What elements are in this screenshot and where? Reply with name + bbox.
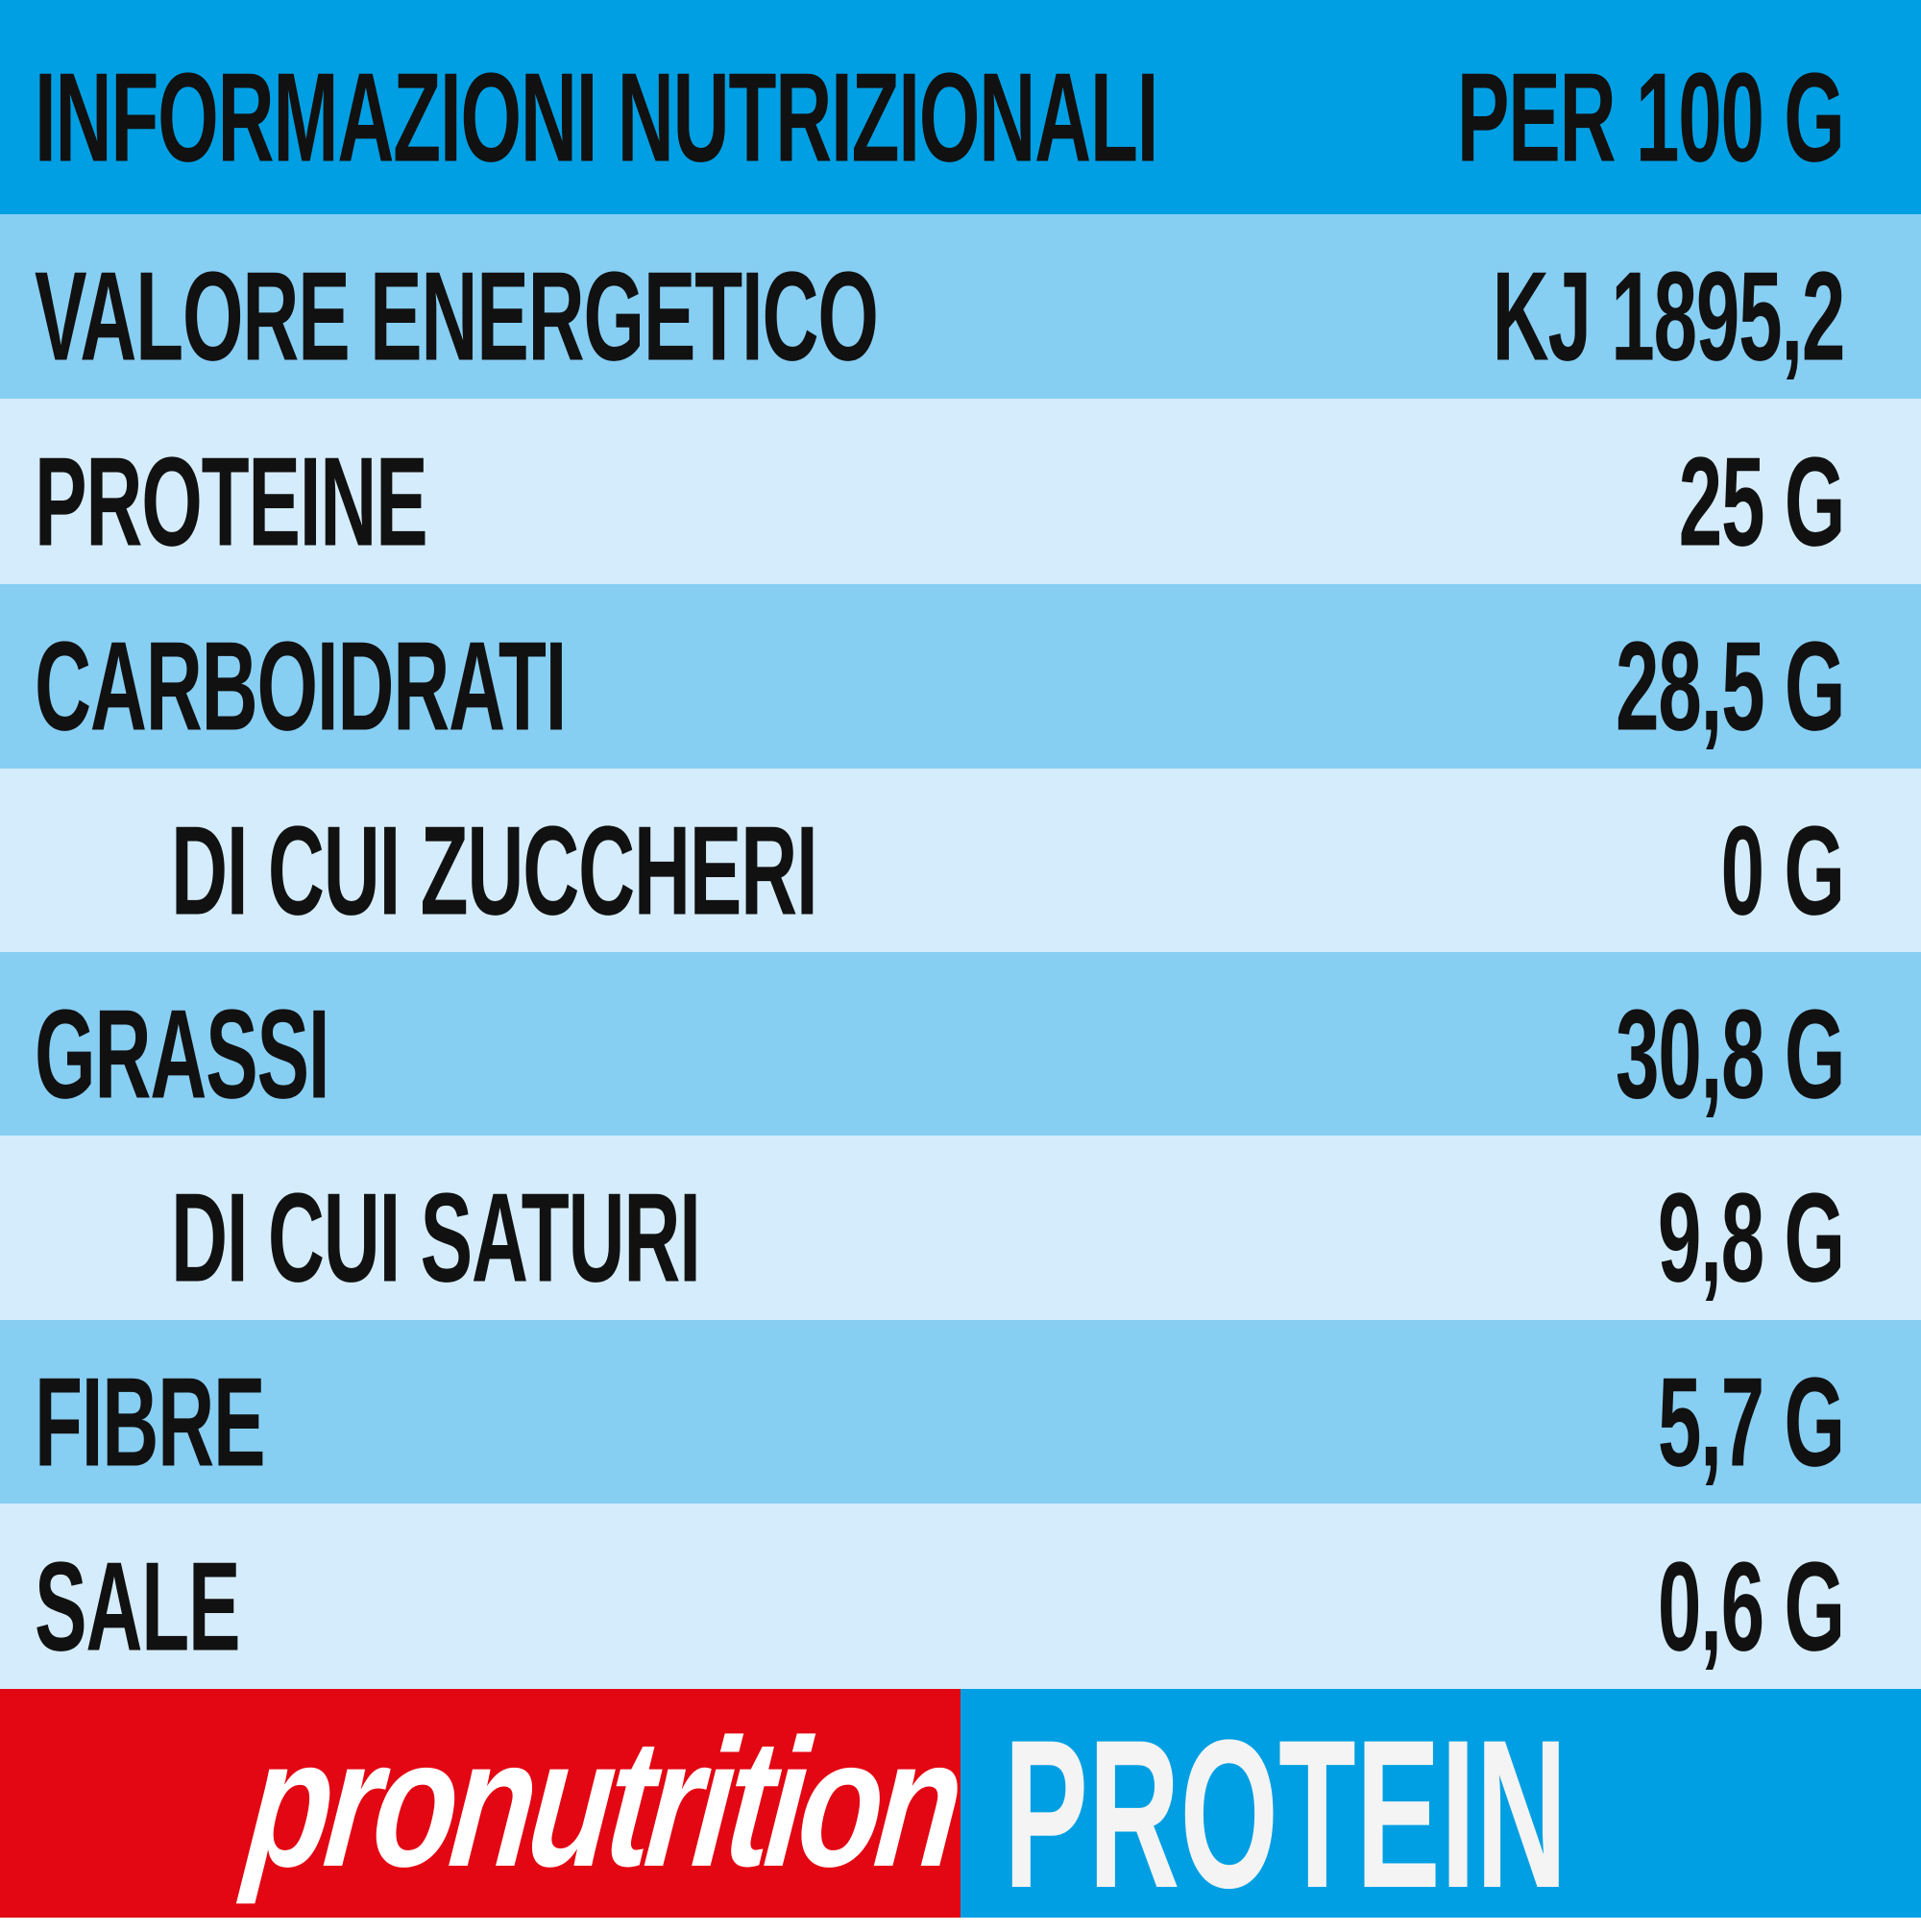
nutrient-label: GRASSI [35,983,330,1125]
nutrient-value: 30,8 G [1615,983,1845,1125]
nutrient-value: 28,5 G [1615,615,1845,757]
nutrition-row: CARBOIDRATI 28,5 G [0,584,1921,769]
nutrient-value: 25 G [1678,430,1846,573]
product-name: PROTEIN [1004,1696,1568,1932]
per-100g-label: PER 100 G [1457,46,1845,188]
nutrient-label: DI CUI ZUCCHERI [171,799,818,942]
footer: pronutrition PROTEIN [0,1689,1921,1932]
nutrient-label: SALE [35,1535,241,1677]
table-title: INFORMAZIONI NUTRIZIONALI [35,46,1158,188]
nutrient-label: CARBOIDRATI [35,615,567,757]
nutrition-row: DI CUI SATURI 9,8 G [0,1136,1921,1320]
product-banner: PROTEIN [960,1689,1921,1932]
nutrient-value: KJ 1895,2 [1492,245,1845,387]
nutrient-value: 5,7 G [1658,1351,1845,1493]
nutrient-value: 0 G [1720,799,1845,942]
nutrient-label: PROTEINE [35,430,428,573]
nutrition-row: FIBRE 5,7 G [0,1320,1921,1504]
nutrient-label: DI CUI SATURI [171,1166,701,1308]
nutrition-row: VALORE ENERGETICO KJ 1895,2 [0,214,1921,399]
brand-logo-text: pronutrition [238,1701,967,1905]
nutrition-row: GRASSI 30,8 G [0,952,1921,1136]
nutrient-value: 9,8 G [1658,1166,1845,1308]
nutrient-value: 0,6 G [1658,1535,1845,1677]
nutrient-label: VALORE ENERGETICO [35,245,879,387]
table-header: INFORMAZIONI NUTRIZIONALI PER 100 G [0,0,1921,214]
nutrition-row: PROTEINE 25 G [0,399,1921,584]
nutrition-row: DI CUI ZUCCHERI 0 G [0,769,1921,952]
nutrition-row: SALE 0,6 G [0,1504,1921,1689]
nutrient-label: FIBRE [35,1351,266,1493]
brand-logo: pronutrition [0,1689,966,1918]
